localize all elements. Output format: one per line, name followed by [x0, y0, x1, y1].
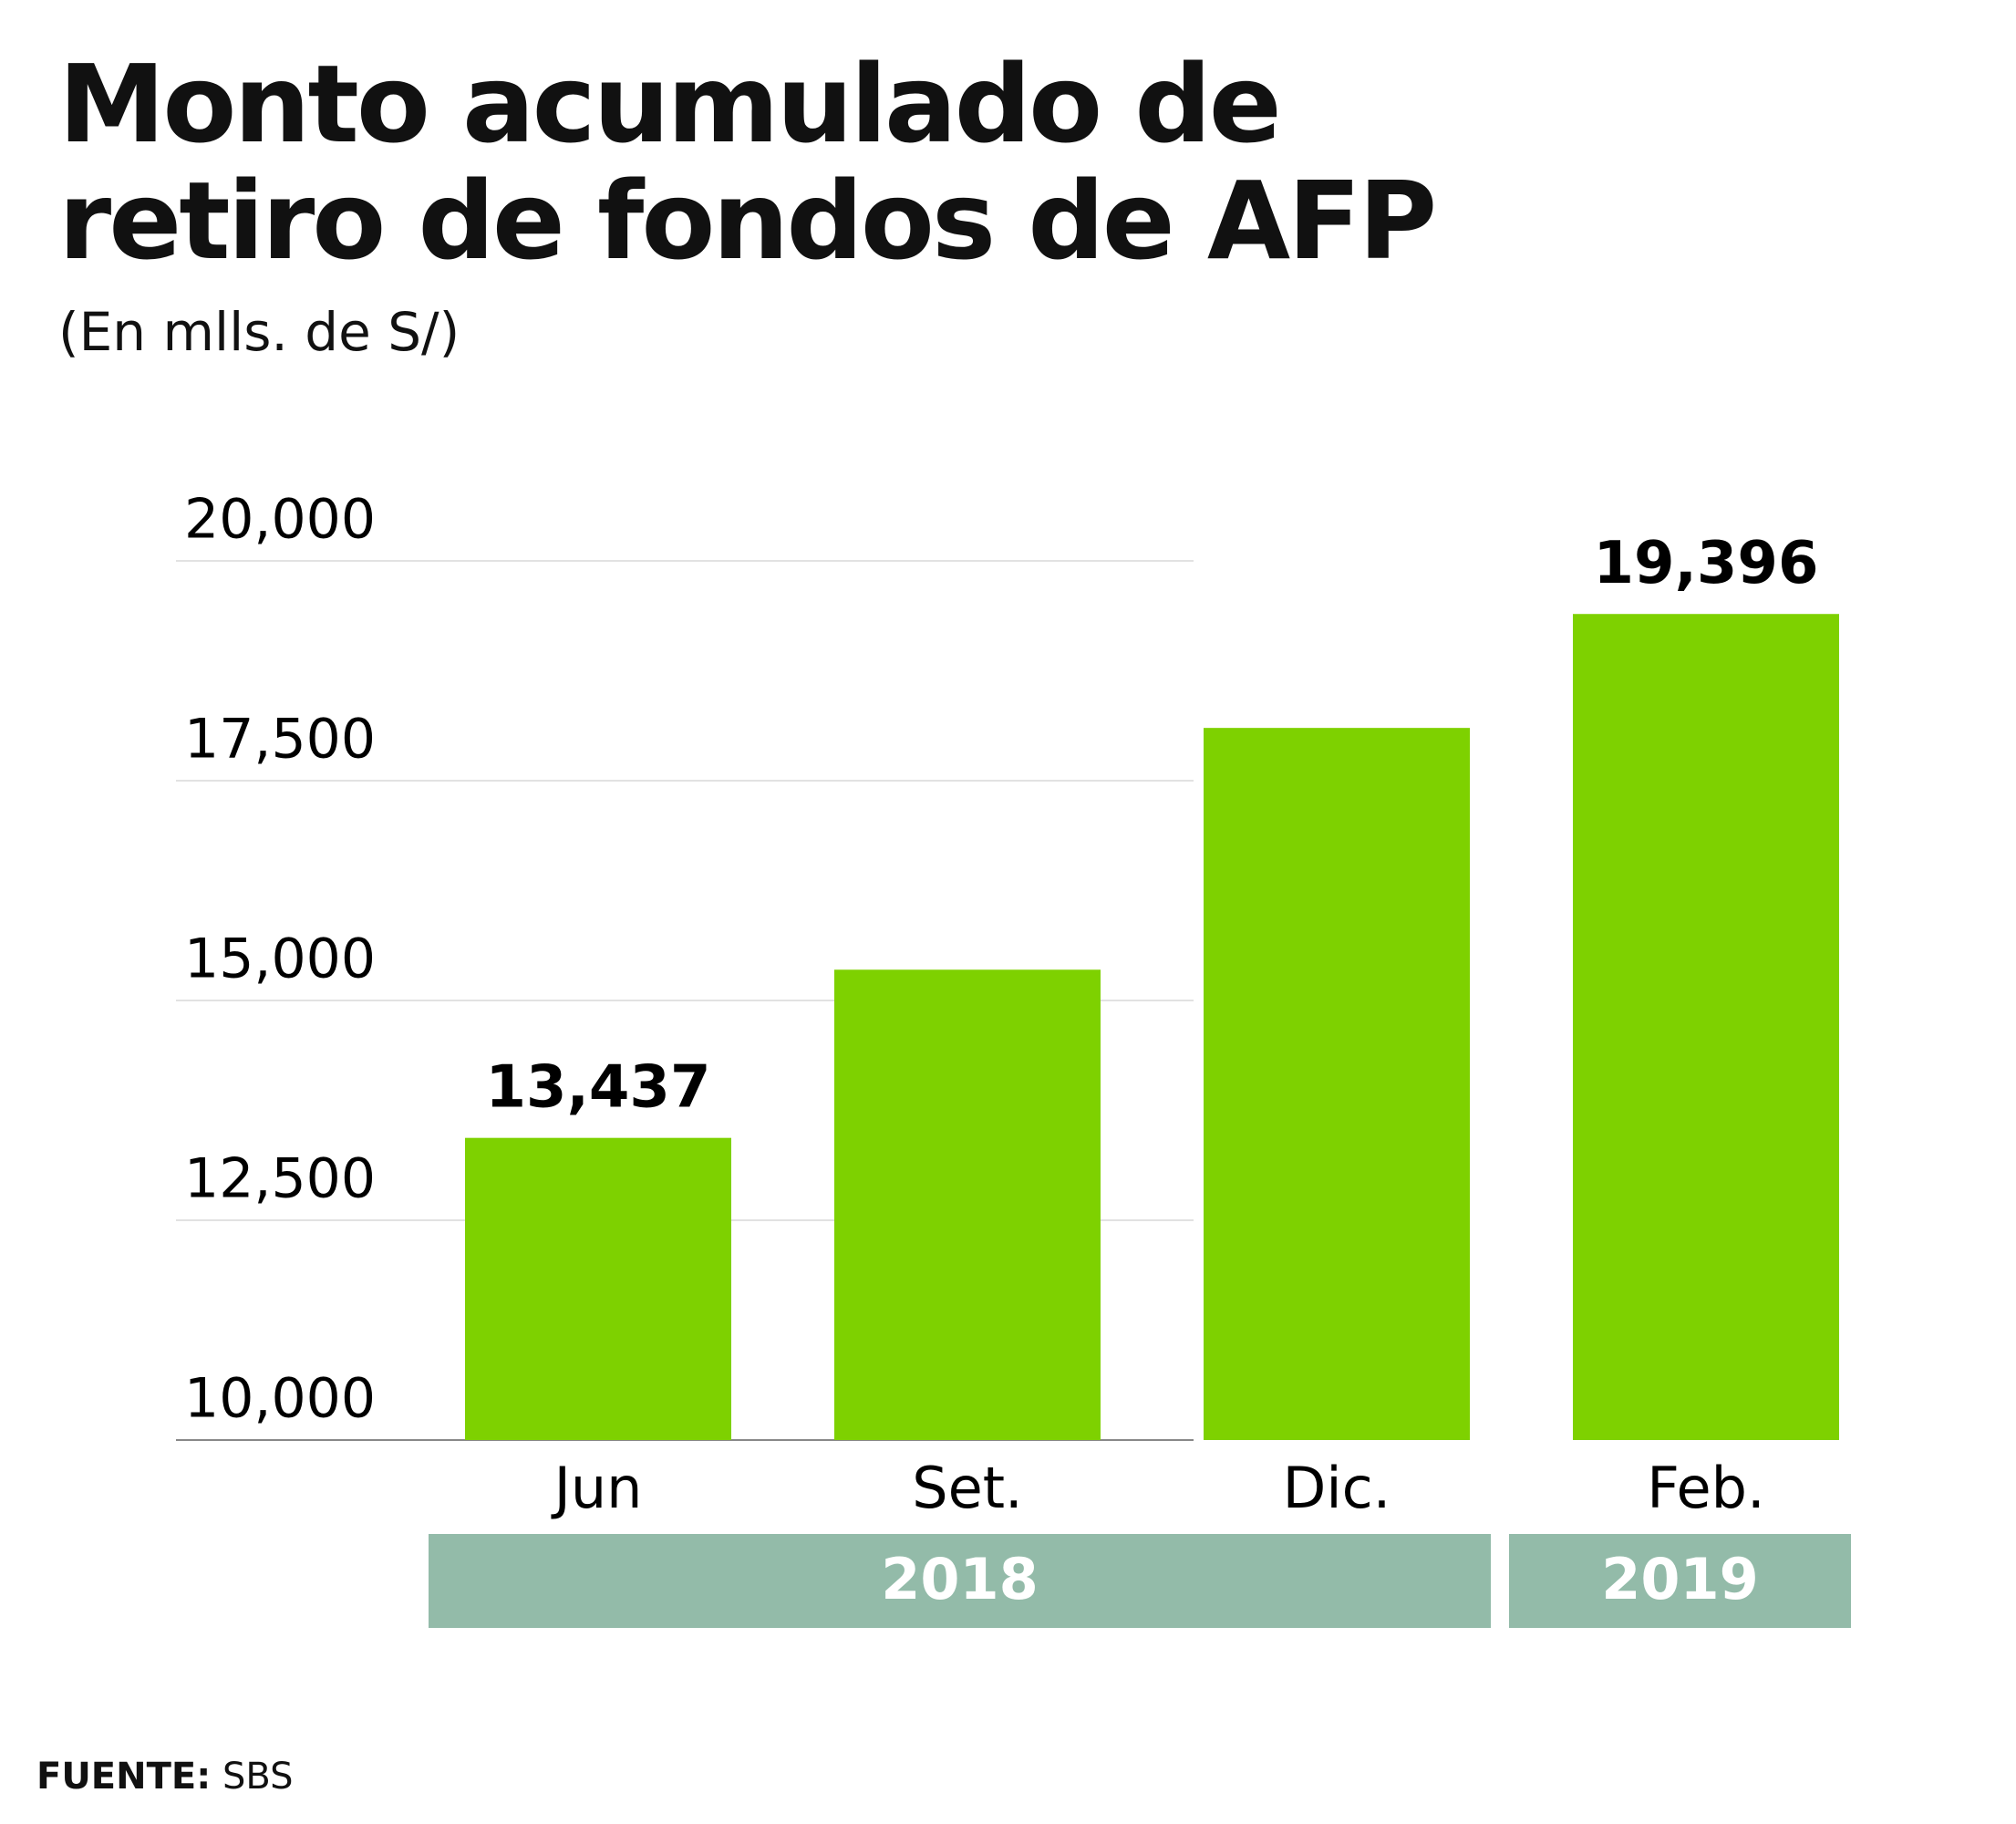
year-label: 2018 — [881, 1546, 1039, 1612]
source-text: SBS — [222, 1756, 294, 1798]
y-tick-label: 20,000 — [184, 488, 376, 552]
bar — [1573, 614, 1839, 1440]
y-tick-label: 15,000 — [184, 928, 376, 991]
y-tick-label: 12,500 — [184, 1147, 376, 1211]
x-tick-label: Jun — [551, 1455, 643, 1521]
y-tick-label: 17,500 — [184, 708, 376, 772]
year-band — [1509, 1534, 1851, 1628]
value-label: 13,437 — [486, 1053, 711, 1121]
bar — [465, 1137, 731, 1440]
y-tick-label: 10,000 — [184, 1367, 376, 1431]
x-tick-label: Set. — [912, 1455, 1023, 1521]
value-label: 19,396 — [1594, 530, 1819, 597]
x-tick-label: Feb. — [1647, 1455, 1764, 1521]
year-band — [429, 1534, 1491, 1628]
year-label: 2019 — [1601, 1546, 1759, 1612]
chart-subtitle: (En mlls. de S/) — [58, 301, 460, 363]
source-label: FUENTE: — [36, 1756, 212, 1798]
source: FUENTE: SBS — [36, 1756, 293, 1798]
chart-title: Monto acumulado de retiro de fondos de A… — [58, 41, 1437, 284]
bar — [1204, 728, 1470, 1440]
bar — [834, 969, 1101, 1440]
x-tick-label: Dic. — [1283, 1455, 1391, 1521]
